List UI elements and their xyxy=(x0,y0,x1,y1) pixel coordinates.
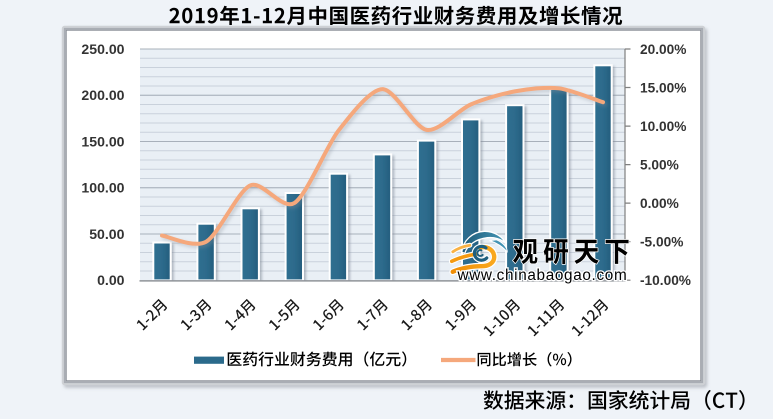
svg-text:www.chinabaogao.com: www.chinabaogao.com xyxy=(457,267,628,284)
svg-text:150.00: 150.00 xyxy=(81,134,124,150)
svg-text:50.00: 50.00 xyxy=(89,226,124,242)
svg-text:20.00%: 20.00% xyxy=(640,42,686,57)
svg-text:250.00: 250.00 xyxy=(81,41,124,57)
svg-text:200.00: 200.00 xyxy=(81,87,124,103)
svg-text:100.00: 100.00 xyxy=(81,180,124,196)
svg-text:0.00%: 0.00% xyxy=(640,196,679,211)
svg-text:-5.00%: -5.00% xyxy=(640,235,683,250)
svg-text:15.00%: 15.00% xyxy=(640,80,686,95)
svg-text:5.00%: 5.00% xyxy=(640,157,679,172)
svg-text:0.00: 0.00 xyxy=(97,272,125,288)
svg-text:10.00%: 10.00% xyxy=(640,119,686,134)
svg-text:-10.00%: -10.00% xyxy=(640,273,691,288)
